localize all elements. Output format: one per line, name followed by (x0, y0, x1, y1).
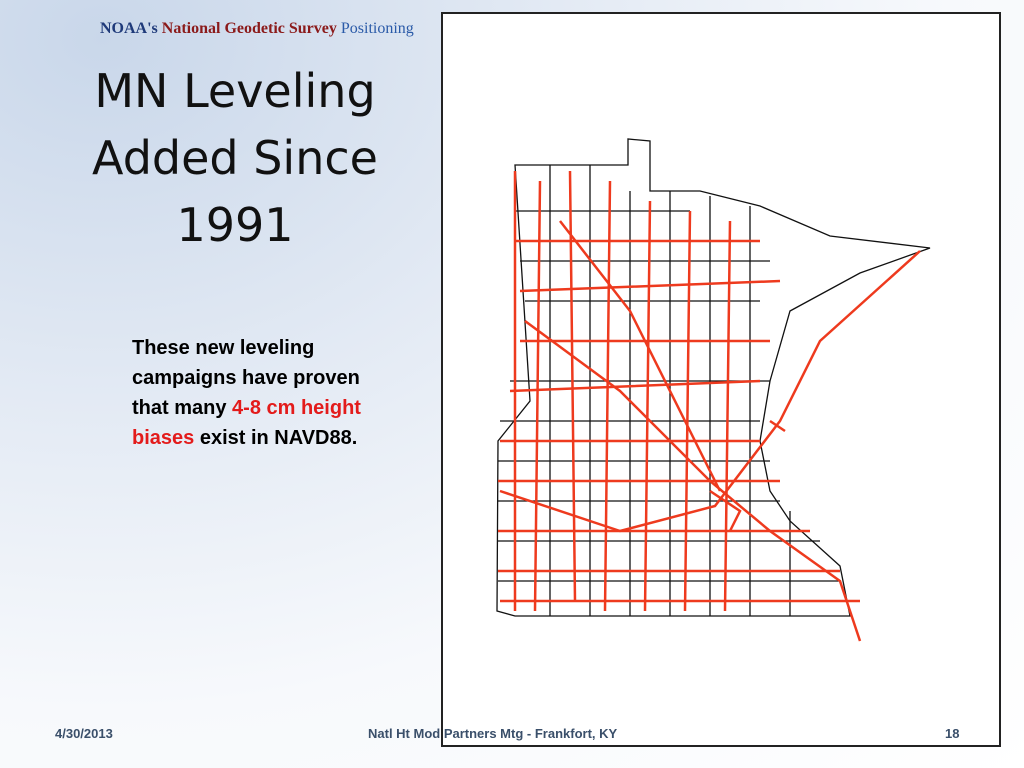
footer-date: 4/30/2013 (55, 726, 113, 741)
footer-event: Natl Ht Mod Partners Mtg - Frankfort, KY (368, 726, 618, 741)
body-after: exist in NAVD88. (199, 427, 358, 449)
title: MN Leveling Added Since 1991 (60, 58, 410, 259)
header-survey: National Geodetic Survey (161, 20, 337, 37)
header-agency: NOAA's (100, 20, 158, 37)
body-text: These new leveling campaigns have proven… (132, 333, 402, 453)
title-line: 1991 (176, 198, 294, 252)
footer-page: 18 (945, 726, 960, 741)
title-line: MN Leveling (94, 64, 376, 118)
body-highlight: 4-8 cm height biases (132, 397, 361, 449)
map (441, 12, 1001, 747)
leveling-lines (498, 170, 921, 642)
header-program: Positioning (340, 20, 414, 37)
map-frame (441, 12, 1001, 747)
title-line: Added Since (92, 131, 378, 185)
body-before: These new leveling campaigns have proven… (132, 337, 360, 419)
header: NOAA's National Geodetic Survey Position… (100, 20, 414, 38)
